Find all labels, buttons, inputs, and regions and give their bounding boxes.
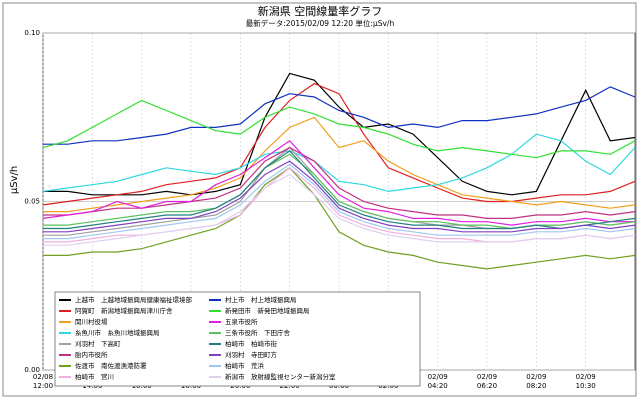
y-tick-label: 0.05 <box>24 198 40 206</box>
x-tick-part: 04:20 <box>428 382 448 390</box>
x-tick-part: 10:30 <box>576 382 596 390</box>
legend-label: 刈羽村 寺田町方 <box>225 350 278 359</box>
series-line <box>43 163 636 240</box>
series-line <box>42 133 636 193</box>
series-line <box>43 173 636 246</box>
legend-label: 関川村役場 <box>75 317 108 326</box>
legend-label: 新潟市 放射線監視センター新潟分室 <box>225 372 336 381</box>
y-axis-label: μSv/h <box>9 166 20 194</box>
legend-label: 阿賀町 新潟地域振興局津川庁舎 <box>75 306 173 315</box>
x-tick-part: 02/09 <box>526 373 546 381</box>
y-tick-label: 0.10 <box>24 29 40 37</box>
series-line <box>42 82 636 206</box>
x-tick-part: 02/08 <box>33 373 53 381</box>
x-tick-part: 02/09 <box>477 373 497 381</box>
legend-label: 上越市 上越地域振興局健康福祉環境部 <box>75 295 193 304</box>
series-line <box>43 116 636 213</box>
x-tick-label: 02/09 08:20 <box>526 373 546 390</box>
x-tick-part: 02/09 <box>428 373 448 381</box>
series-line <box>43 167 636 270</box>
x-tick-part: 12:00 <box>33 382 53 390</box>
legend-label: 柏崎市 柏崎市街 <box>225 339 278 348</box>
chart-title: 新潟県 空間線量率グラフ <box>258 4 383 18</box>
chart-subtitle: 最新データ:2015/02/09 12:20 単位:μSv/h <box>246 18 395 28</box>
legend-box <box>54 291 421 387</box>
x-tick-label: 02/09 10:30 <box>576 373 596 390</box>
x-tick-label: 02/09 04:20 <box>428 373 448 390</box>
y-tick-label: 0.00 <box>24 366 40 374</box>
legend-label: 糸魚川市 糸魚川地域振興局 <box>75 328 160 337</box>
legend-label: 柏崎市 宮川 <box>75 372 114 381</box>
x-tick-label: 02/08 12:00 <box>33 373 53 390</box>
series-line <box>43 160 636 233</box>
series-line <box>42 140 635 226</box>
legend-label: 柏崎市 荒浜 <box>225 361 265 370</box>
series-line <box>43 86 636 145</box>
legend-label: 五泉市役所 <box>225 317 258 326</box>
x-tick-part: 08:20 <box>526 382 546 390</box>
legend-label: 胎内市役所 <box>75 350 108 359</box>
legend-label: 三条市役所 下田庁舎 <box>225 328 291 337</box>
x-tick-part: 02/09 <box>576 373 596 381</box>
x-tick-part: 06:20 <box>477 382 497 390</box>
legend-label: 佐渡市 南佐渡漁港防署 <box>75 361 147 370</box>
series-line <box>43 150 636 230</box>
legend-label: 村上市 村上地域振興局 <box>225 295 297 304</box>
series-line <box>43 72 636 196</box>
legend-label: 新発田市 新発田地域振興局 <box>225 306 310 315</box>
series-line <box>42 99 636 159</box>
legend-label: 刈羽村 下高町 <box>75 339 121 348</box>
x-tick-label: 02/09 06:20 <box>477 373 497 390</box>
